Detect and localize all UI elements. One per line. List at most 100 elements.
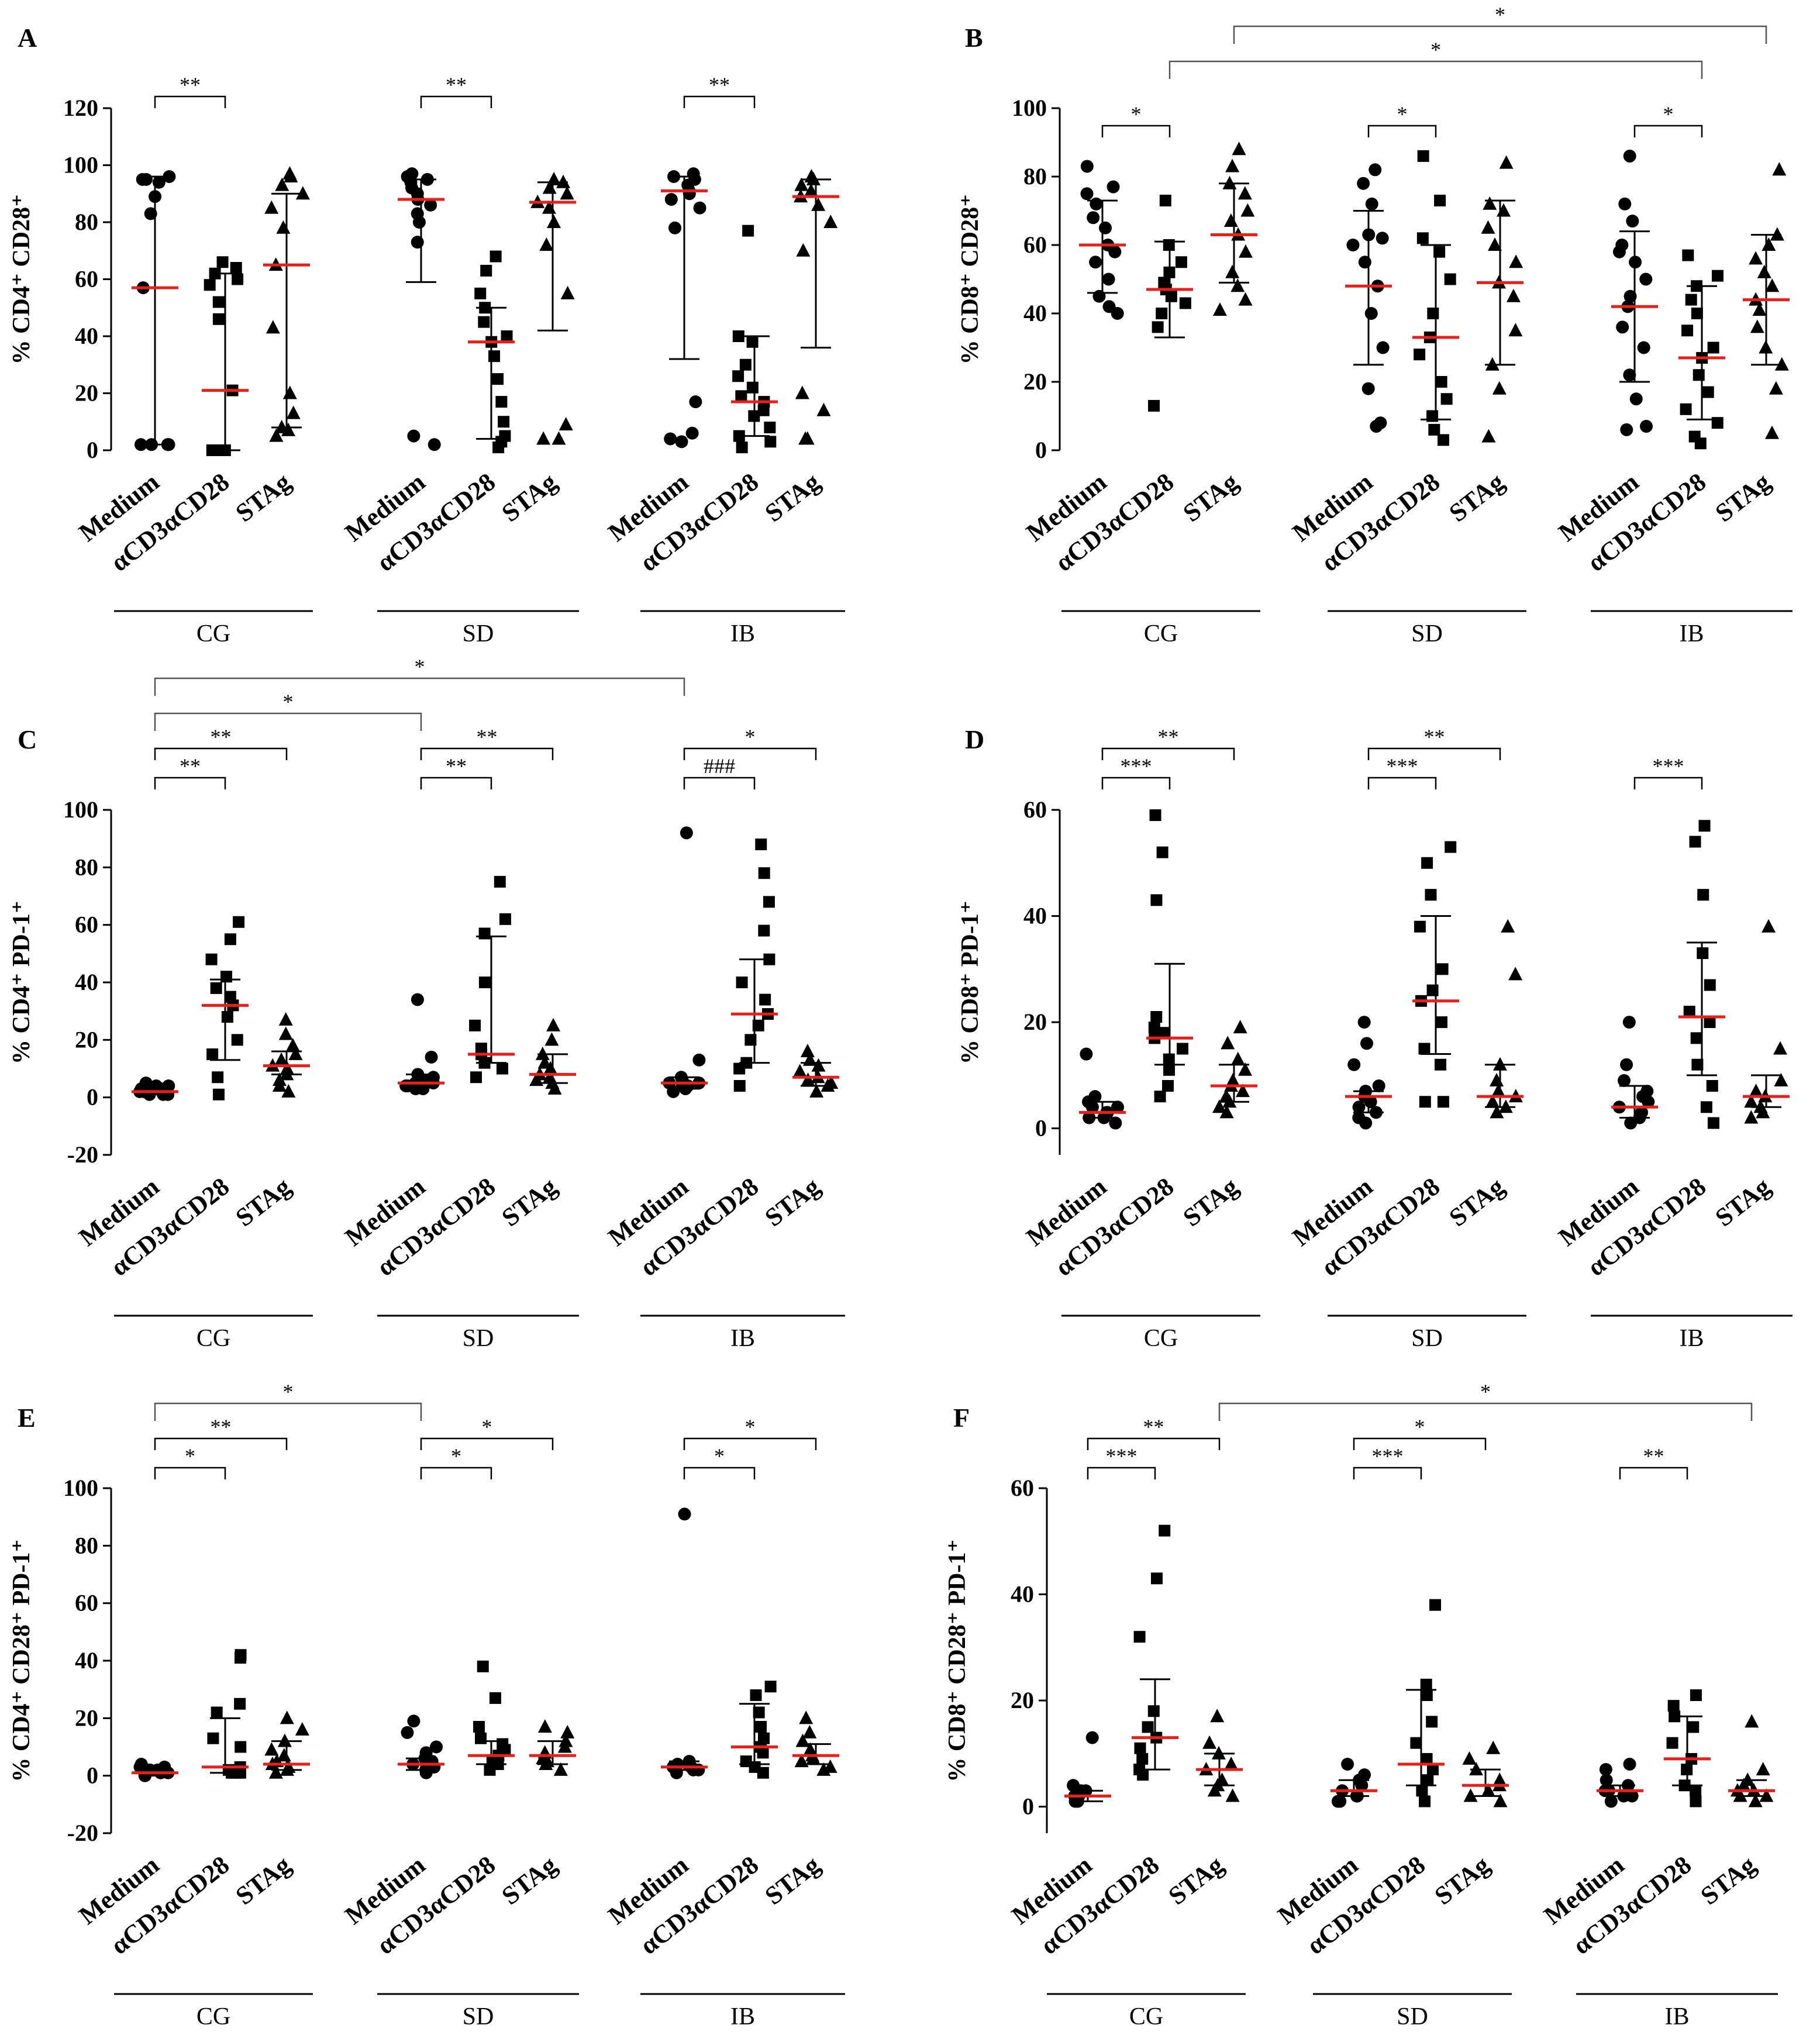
- group-label: CG: [1144, 1325, 1178, 1352]
- data-point: [537, 1055, 552, 1069]
- sig-label: *: [185, 1444, 195, 1468]
- data-point: [1711, 270, 1724, 282]
- data-point: [816, 402, 831, 416]
- data-point: [1365, 197, 1378, 211]
- sig-bracket: [154, 747, 288, 760]
- sig-label: *: [1397, 102, 1408, 126]
- data-point: [1159, 194, 1171, 206]
- data-point: [1669, 1710, 1681, 1723]
- panel-label: B: [965, 23, 983, 53]
- data-point: [266, 320, 280, 334]
- data-point: [1749, 1084, 1763, 1098]
- data-point: [1711, 417, 1724, 429]
- data-point: [1136, 1752, 1149, 1765]
- data-point: [478, 927, 491, 940]
- data-point: [1623, 1758, 1636, 1771]
- data-point: [1490, 1072, 1504, 1086]
- data-point: [1090, 197, 1103, 211]
- data-point: [145, 438, 158, 451]
- data-point: [537, 1719, 552, 1733]
- panel-label: A: [18, 23, 37, 53]
- data-point: [693, 201, 706, 215]
- sig-label: **: [446, 73, 467, 96]
- data-point: [1445, 841, 1457, 853]
- sig-label: *: [745, 725, 756, 748]
- data-point: [802, 1052, 817, 1066]
- data-point: [1770, 227, 1784, 241]
- y-tick-label: 20: [1023, 1009, 1047, 1035]
- data-point: [809, 1084, 824, 1098]
- data-point: [1416, 1785, 1428, 1797]
- data-point: [794, 1754, 809, 1768]
- sig-bracket: [420, 95, 492, 108]
- data-point: [232, 273, 244, 285]
- data-point: [1501, 919, 1515, 933]
- data-point: [1623, 368, 1636, 382]
- x-tick-label: αCD3αCD28: [371, 1172, 501, 1282]
- x-tick-label: αCD3αCD28: [105, 1172, 235, 1282]
- data-point: [1744, 1094, 1759, 1108]
- sig-bracket: [1367, 777, 1437, 789]
- data-point: [469, 1019, 481, 1031]
- data-point: [1637, 341, 1650, 354]
- data-point: [1107, 180, 1120, 194]
- data-point: [1697, 947, 1709, 960]
- data-point: [1428, 423, 1440, 436]
- data-point: [795, 1733, 810, 1747]
- sig-bracket: [1168, 60, 1703, 79]
- data-point: [1358, 1768, 1371, 1782]
- data-point: [689, 395, 702, 409]
- data-point: [1088, 1090, 1102, 1103]
- y-axis-label: % CD4⁺ CD28⁺ PD-1⁺: [8, 1539, 35, 1782]
- data-point: [733, 1080, 746, 1092]
- data-point: [1374, 416, 1387, 430]
- data-point: [419, 1746, 433, 1760]
- sig-label: ***: [1106, 1444, 1138, 1468]
- data-point: [1704, 1016, 1716, 1029]
- data-point: [1357, 177, 1370, 190]
- data-point: [744, 1034, 757, 1046]
- data-point: [477, 1660, 489, 1672]
- sig-bracket: [420, 1437, 554, 1450]
- data-point: [1364, 307, 1378, 320]
- data-point: [150, 1079, 163, 1092]
- x-tick-label: STAg: [1178, 467, 1243, 527]
- x-tick-label: STAg: [497, 1172, 562, 1232]
- x-tick-label: STAg: [1429, 1850, 1495, 1910]
- data-point: [759, 993, 771, 1006]
- y-tick-label: 60: [75, 912, 98, 938]
- y-tick-label: 0: [1035, 437, 1047, 463]
- group-label: SD: [463, 1325, 494, 1352]
- panel-label: D: [965, 725, 984, 754]
- sig-label: *: [482, 1415, 492, 1438]
- data-point: [739, 358, 752, 371]
- data-point: [792, 1064, 807, 1078]
- data-point: [755, 1721, 767, 1733]
- data-point: [763, 953, 775, 965]
- data-point: [1702, 386, 1714, 398]
- data-point: [475, 1043, 487, 1055]
- data-point: [1352, 1100, 1366, 1114]
- x-tick-label: STAg: [1163, 1850, 1229, 1910]
- data-point: [1615, 239, 1629, 251]
- data-point: [1421, 857, 1433, 869]
- data-point: [497, 1738, 509, 1750]
- data-point: [1098, 221, 1112, 234]
- data-point: [682, 1755, 696, 1768]
- sig-label: **: [709, 73, 730, 96]
- data-point: [233, 916, 245, 928]
- y-tick-label: 100: [63, 152, 98, 178]
- sig-label: **: [1158, 725, 1179, 748]
- data-point: [277, 1733, 292, 1747]
- panel-label: E: [18, 1403, 36, 1433]
- data-point: [426, 1071, 440, 1084]
- data-point: [764, 436, 777, 448]
- data-point: [1481, 429, 1496, 443]
- y-tick-label: 80: [75, 209, 98, 235]
- data-point: [755, 839, 767, 850]
- data-point: [1369, 163, 1382, 177]
- data-point: [492, 373, 504, 385]
- data-point: [536, 431, 551, 445]
- data-point: [1202, 1735, 1217, 1749]
